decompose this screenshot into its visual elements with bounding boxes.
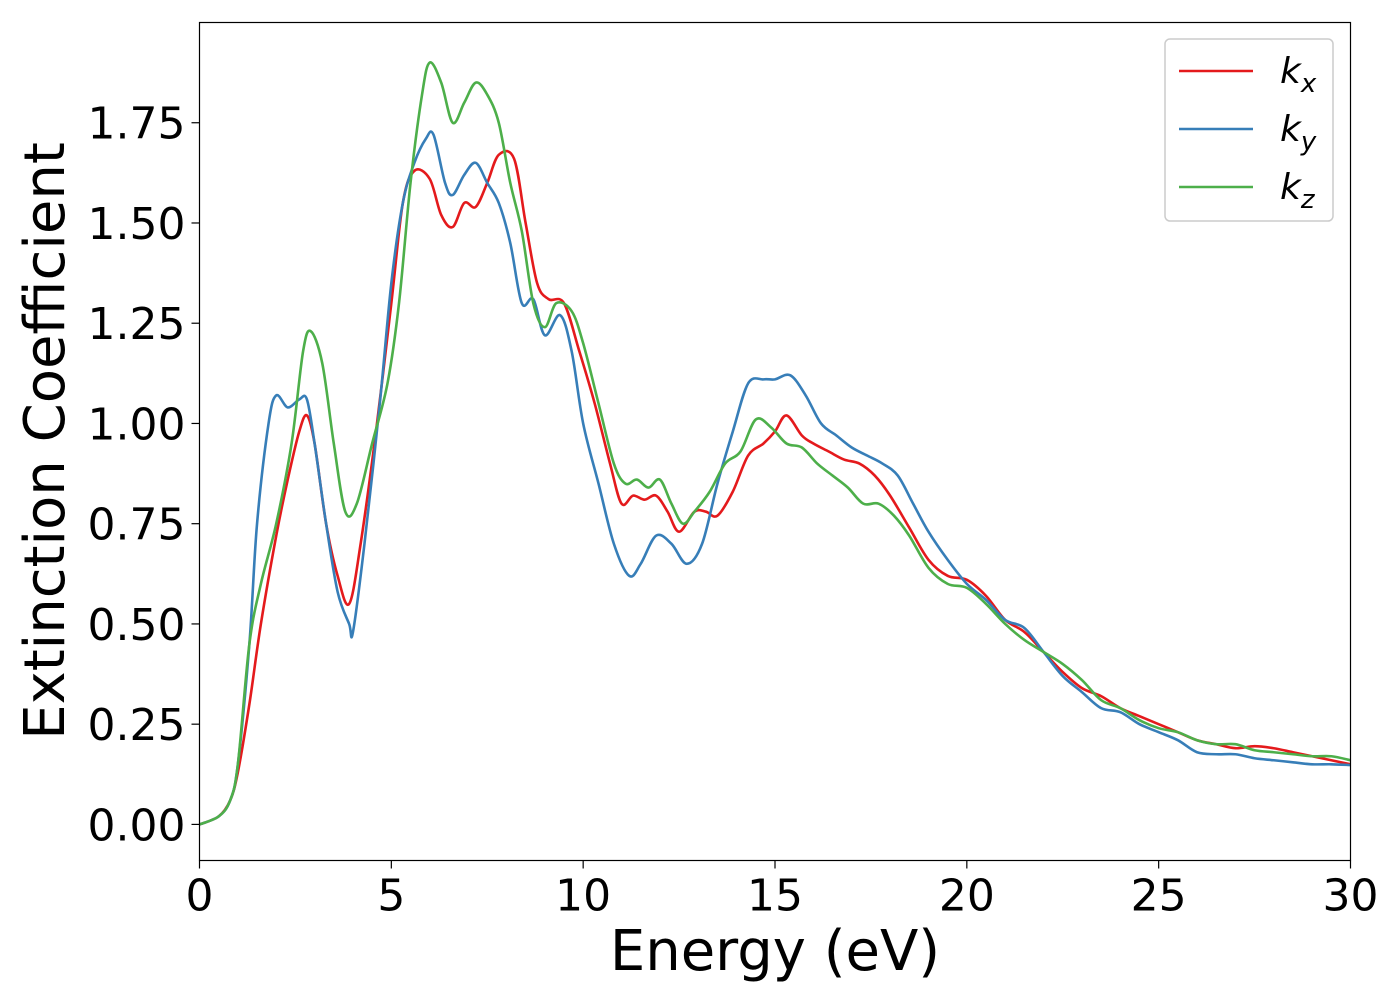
y-tick-label: 0.00: [88, 800, 186, 851]
x-tick-label: 25: [1131, 871, 1187, 922]
y-axis-label: Extinction Coefficient: [13, 142, 78, 740]
plot-area: [199, 22, 1351, 861]
x-axis-ticks: 0 5 10 15 20 25 30: [186, 860, 1379, 922]
series-line-ky: [199, 130, 1351, 826]
x-tick-label: 0: [186, 871, 214, 922]
x-tick-label: 5: [377, 871, 405, 922]
x-tick-label: 20: [939, 871, 995, 922]
y-tick-label: 1.75: [88, 99, 186, 150]
series-layer: [199, 61, 1351, 826]
y-tick-label: 1.50: [88, 199, 186, 250]
legend-label-kx: kx: [1280, 51, 1317, 99]
y-tick-label: 0.50: [88, 600, 186, 651]
y-tick-label: 1.25: [88, 299, 186, 350]
y-tick-label: 0.25: [88, 700, 186, 751]
x-axis-label: Energy (eV): [610, 919, 940, 984]
x-tick-label: 10: [555, 871, 611, 922]
series-line-kz: [199, 61, 1351, 826]
x-tick-label: 15: [747, 871, 803, 922]
x-tick-label: 30: [1323, 871, 1379, 922]
y-axis-ticks: 0.00 0.25 0.50 0.75 1.00 1.25 1.50 1.75: [88, 99, 200, 851]
legend-label-ky: ky: [1280, 109, 1317, 157]
legend-label-kz: kz: [1280, 167, 1316, 215]
y-tick-label: 0.75: [88, 500, 186, 551]
legend: kx ky kz: [1164, 38, 1334, 222]
y-tick-label: 1.00: [88, 399, 186, 450]
